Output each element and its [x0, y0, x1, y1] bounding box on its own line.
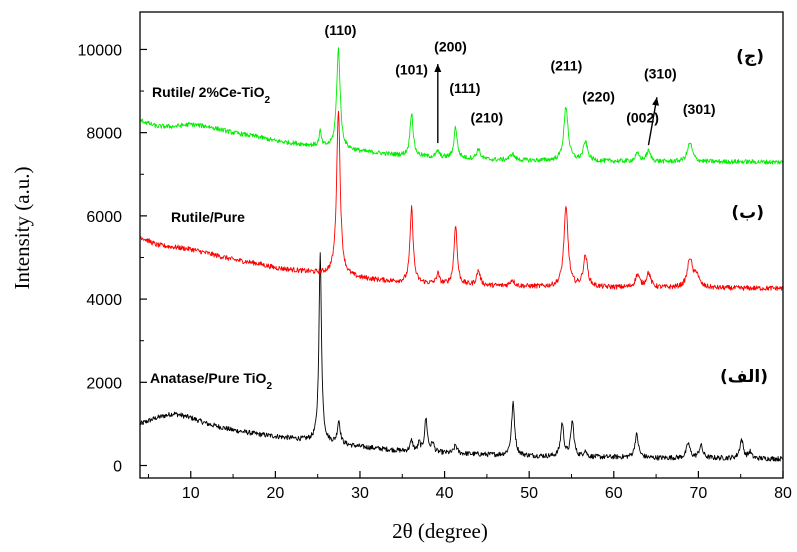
peak-label: (002) [626, 109, 659, 125]
series-tag-0: (الف) [720, 367, 768, 387]
series-label-0: Anatase/Pure TiO2 [150, 370, 272, 392]
series-label-subscript: 2 [265, 95, 271, 106]
series-label-text: Rutile/ 2%Ce-TiO [152, 84, 265, 100]
series-label-subscript: 2 [266, 381, 272, 392]
series-label-text: Rutile/Pure [171, 209, 245, 225]
series-tag-2: (ج) [736, 47, 764, 67]
series-label-text: Anatase/Pure TiO [150, 370, 267, 386]
peak-label: (200) [434, 39, 467, 55]
y-tick-label: 6000 [86, 209, 122, 226]
y-axis-title: Intensity (a.u.) [10, 166, 34, 289]
peak-label: (310) [644, 66, 677, 82]
y-tick-label: 8000 [86, 126, 122, 143]
series-line-2 [139, 47, 784, 165]
series-label-1: Rutile/Pure [171, 209, 245, 225]
x-tick-label: 70 [689, 485, 707, 502]
x-tick-label: 20 [266, 485, 284, 502]
arrow-head [434, 64, 442, 73]
peak-label: (110) [325, 22, 357, 38]
y-tick-label: 4000 [86, 292, 122, 309]
x-axis-title: 2θ (degree) [392, 519, 488, 543]
series-label-2: Rutile/ 2%Ce-TiO2 [152, 84, 271, 106]
peak-label: (211) [550, 57, 582, 73]
arrow-head [652, 97, 659, 106]
x-tick-label: 80 [774, 485, 792, 502]
x-tick-label: 40 [436, 485, 454, 502]
series-tag-1: (ب) [731, 203, 764, 223]
ticks-layer: 10 20 30 40 50 60 70 80 0 2000 4000 6000 8000 10000 [78, 42, 793, 502]
peak-label: (210) [471, 109, 504, 125]
peak-label: (301) [683, 101, 716, 117]
y-tick-label: 0 [113, 459, 122, 476]
x-tick-label: 30 [351, 485, 369, 502]
x-tick-label: 50 [520, 485, 538, 502]
x-tick-label: 10 [182, 485, 200, 502]
y-tick-label: 10000 [78, 42, 123, 59]
peak-label: (111) [449, 80, 480, 96]
y-tick-label: 2000 [86, 375, 122, 392]
series-layer [139, 47, 784, 462]
x-tick-label: 60 [605, 485, 623, 502]
series-line-1 [139, 110, 783, 291]
peak-label: (220) [582, 88, 615, 104]
arrow-line [647, 97, 658, 146]
series-line-0 [139, 252, 784, 462]
peak-label: (101) [395, 61, 428, 77]
plot-frame [139, 11, 784, 479]
